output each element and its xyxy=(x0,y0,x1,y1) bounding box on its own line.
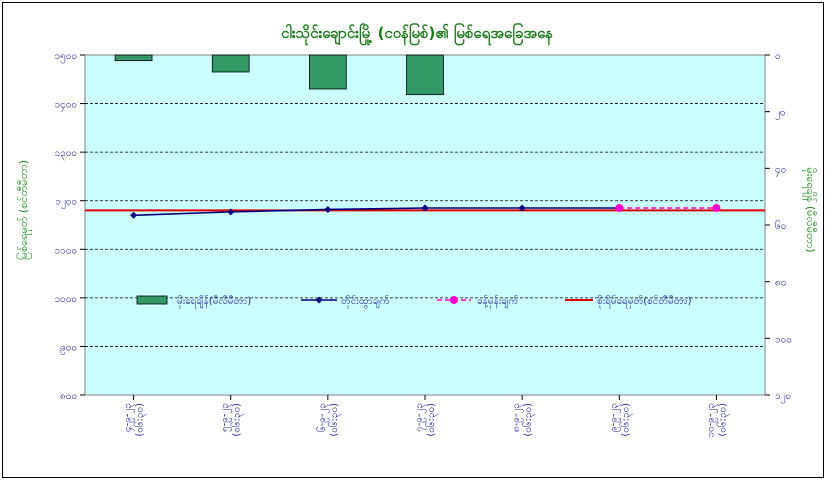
x-tick-label-line: ၁၀-၉-၂၃ xyxy=(705,403,718,438)
x-tick-label: ၁၀-၉-၂၃ (၀၆:၃၀) xyxy=(705,403,730,438)
x-tick-label-line: ၅-၉-၂၃ xyxy=(220,403,233,432)
x-tick-label-line: (၀၆:၃၀) xyxy=(618,403,633,437)
rainfall-bars xyxy=(114,54,444,96)
chart-title: ငါးသိုင်းချောင်းမြို့ (ငဝန်မြစ်)၏ မြစ်ရေ… xyxy=(281,22,553,46)
observed-point xyxy=(421,204,429,212)
observed-point xyxy=(227,208,235,216)
legend-label: တိုင်းထွာချက် xyxy=(341,294,390,309)
x-tick-label-line: ၇-၉-၂၃ xyxy=(414,403,427,432)
forecast-point xyxy=(712,204,721,212)
legend-label: ခန့်မှန်းချက် xyxy=(477,294,518,309)
legend-marker-observed xyxy=(315,296,323,304)
rainfall-bar xyxy=(211,54,250,73)
x-tick-label-line: ၆-၉-၂၃ xyxy=(315,403,330,432)
forecast-point xyxy=(615,204,624,212)
legend-marker-forecast xyxy=(450,296,458,304)
x-tick-label: ၉-၉-၂၃ (၀၆:၃၀) xyxy=(608,403,633,437)
x-tick-label: ၇-၉-၂၃ (၀၆:၃၀) xyxy=(414,403,439,437)
right-tick-label: ၁၂၀ xyxy=(775,391,791,404)
x-tick-label-line: (၀၆:၃၀) xyxy=(230,403,245,437)
x-tick-label-line: ၈-၉-၂၃ xyxy=(511,403,524,432)
gridlines xyxy=(85,103,765,347)
x-tick-label-line: ၉-၉-၂၃ xyxy=(608,403,621,432)
y-axis-label-right: မိုးရေချိန် (မီလီမီတာ) xyxy=(802,167,817,252)
chart-frame: ငါးသိုင်းချောင်းမြို့ (ငဝန်မြစ်)၏ မြစ်ရေ… xyxy=(2,2,824,478)
right-tick-label: ၈၀ xyxy=(775,278,786,289)
x-axis-ticks: ၄-၉-၂၃ (၀၆:၃၀) ၅-၉-၂၃ (၀၆:၃၀) ၆-၉-၂၃ (၀၆:၃၀) ၇… xyxy=(123,395,730,438)
x-tick-label-line: ၄-၉-၂၃ xyxy=(123,403,136,432)
legend-label: မိုးရေချိန်(မီလီမီတာ) xyxy=(177,294,251,309)
chart: ငါးသိုင်းချောင်းမြို့ (ငဝန်မြစ်)၏ မြစ်ရေ… xyxy=(16,22,817,438)
right-tick-label: ၁၀၀ xyxy=(775,334,792,345)
x-tick-label: ၄-၉-၂၃ (၀၆:၃၀) xyxy=(123,403,148,437)
left-tick-label: ၁၄၀၀ xyxy=(55,100,78,113)
x-tick-label-line: (၀၆:၃၀) xyxy=(327,403,342,437)
observed-line xyxy=(133,207,620,217)
x-tick-label-line: (၀၆:၃၀) xyxy=(521,403,536,437)
left-tick-label: ၁၅၀၀ xyxy=(55,51,78,64)
right-tick-label: ၂၀ xyxy=(775,108,786,121)
left-tick-label: ၁၃၀၀ xyxy=(55,148,78,161)
left-tick-label: ၁၂၀၀ xyxy=(55,197,77,210)
rainfall-bar xyxy=(308,54,347,90)
left-axis-ticks: ၈၀၀ ၉၀၀ ၁၀၀၀ ၁၁၀၀ ၁၂၀၀ ၁၃၀၀ ၁၄၀၀ ၁၅၀၀ xyxy=(55,51,85,402)
right-tick-label: ၀ xyxy=(775,51,781,62)
left-tick-label: ၁၀၀၀ xyxy=(55,294,78,305)
legend: မိုးရေချိန်(မီလီမီတာ) တိုင်းထွာချက် ခန့်မှ… xyxy=(136,294,692,309)
x-tick-label: ၆-၉-၂၃ (၀၆:၃၀) xyxy=(315,403,342,437)
left-tick-label: ၁၁၀၀ xyxy=(55,245,78,256)
x-tick-label: ၈-၉-၂၃ (၀၆:၃၀) xyxy=(511,403,536,437)
observed-point xyxy=(324,205,332,213)
rainfall-bar xyxy=(114,54,153,62)
observed-point xyxy=(130,211,138,219)
left-tick-label: ၉၀၀ xyxy=(60,342,77,355)
rainfall-bar xyxy=(406,54,444,96)
x-tick-label-line: (၀၆:၃၀) xyxy=(715,403,730,437)
x-tick-label-line: (၀၆:၃၀) xyxy=(133,403,148,437)
legend-swatch-rainfall xyxy=(136,295,168,305)
x-tick-label: ၅-၉-၂၃ (၀၆:၃၀) xyxy=(220,403,245,437)
line-series xyxy=(85,204,765,219)
y-axis-label-left: မြစ်ရေမှတ် (စင်တီမီတာ) xyxy=(16,160,32,260)
x-tick-label-line: (၀၆:၃၀) xyxy=(424,403,439,437)
left-tick-label: ၈၀၀ xyxy=(60,391,77,402)
legend-label: စိုးရိမ်ရေမှတ်(စင်တီမီတာ) xyxy=(597,294,692,309)
right-tick-label: ၄၀ xyxy=(775,164,786,177)
plot-area xyxy=(84,54,766,396)
right-tick-label: ၆၀ xyxy=(775,219,786,232)
observed-point xyxy=(518,204,526,212)
